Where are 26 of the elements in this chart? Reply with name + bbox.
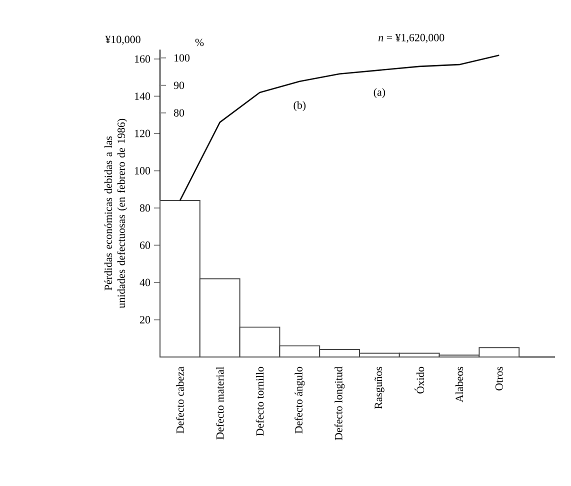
y-tick-label: 120 <box>135 130 150 138</box>
x-tick-label: Óxido <box>414 366 424 394</box>
x-tick-label: Defecto ángulo <box>294 366 305 434</box>
annotation: (b) <box>294 101 306 112</box>
y2-axis-title: % <box>195 38 204 46</box>
x-tick-label: Defecto longitud <box>334 366 345 440</box>
y2-tick-label: 100 <box>174 54 190 62</box>
x-tick-label: Defecto tornillo <box>256 366 264 436</box>
y2-tick-label: 90 <box>174 82 184 90</box>
x-tick-label: Alabeos <box>455 366 464 402</box>
x-tick-label: Defecto cabeza <box>176 366 184 434</box>
y2-tick-label: 80 <box>174 109 184 117</box>
y-tick-label: 160 <box>135 55 150 63</box>
annotation: (a) <box>374 88 386 98</box>
y-tick-label: 100 <box>135 167 150 174</box>
x-tick-label: Defecto material <box>216 366 224 440</box>
y-tick-label: 80 <box>140 204 150 212</box>
y-tick-label: 60 <box>140 242 150 249</box>
x-tick-label: Rasguños <box>374 366 384 409</box>
x-tick-label: Otros <box>495 366 503 390</box>
text: ¥10,000 <box>105 36 140 45</box>
text: n = ¥1,620,000 <box>378 34 444 43</box>
y-tick-label: 140 <box>135 92 150 100</box>
y-tick-label: 20 <box>140 316 150 324</box>
y-tick-label: 40 <box>140 278 150 286</box>
y-axis-title: Pérdidas económicas debidas a las unidades defectuosas (en febrero de 1986) <box>104 118 128 308</box>
